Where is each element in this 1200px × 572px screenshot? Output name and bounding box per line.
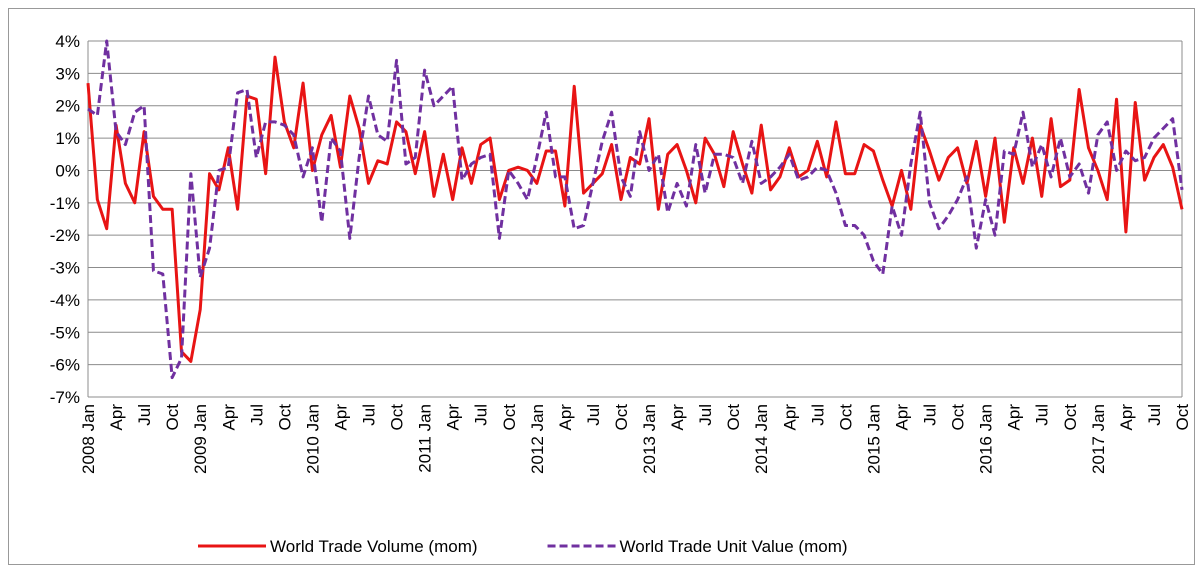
x-tick-label: Oct: [500, 404, 519, 431]
x-tick-label: 2014 Jan: [752, 404, 771, 474]
x-tick-label: Apr: [1117, 404, 1136, 431]
x-tick-label: Jul: [921, 404, 940, 426]
x-tick-label: Jul: [808, 404, 827, 426]
x-tick-label: Apr: [444, 404, 463, 431]
x-tick-label: Apr: [668, 404, 687, 431]
x-tick-label: 2010 Jan: [303, 404, 322, 474]
x-tick-label: 2009 Jan: [191, 404, 210, 474]
x-tick-label: 2012 Jan: [528, 404, 547, 474]
x-tick-label: Oct: [388, 404, 407, 431]
x-tick-label: Oct: [1061, 404, 1080, 431]
y-tick-label: -3%: [50, 259, 80, 278]
legend-label: World Trade Unit Value (mom): [620, 537, 848, 556]
y-tick-label: 2%: [55, 97, 80, 116]
x-tick-label: 2016 Jan: [977, 404, 996, 474]
x-tick-label: Oct: [1173, 404, 1192, 431]
x-tick-label: Jul: [135, 404, 154, 426]
x-tick-label: Oct: [163, 404, 182, 431]
x-tick-label: Oct: [836, 404, 855, 431]
y-tick-label: 0%: [55, 161, 80, 180]
x-tick-label: Apr: [556, 404, 575, 431]
legend-label: World Trade Volume (mom): [270, 537, 478, 556]
x-tick-label: Apr: [107, 404, 126, 431]
x-tick-label: Oct: [275, 404, 294, 431]
x-tick-label: Jul: [696, 404, 715, 426]
x-tick-label: Apr: [331, 404, 350, 431]
chart-frame: [8, 8, 1195, 565]
x-tick-label: Jul: [247, 404, 266, 426]
y-tick-label: -1%: [50, 194, 80, 213]
series-line: [87, 39, 1184, 380]
x-tick-label: Oct: [724, 404, 743, 431]
y-tick-label: -7%: [50, 388, 80, 407]
x-tick-label: Jul: [1145, 404, 1164, 426]
x-tick-label: 2011 Jan: [416, 404, 435, 473]
x-tick-label: Jul: [1033, 404, 1052, 426]
y-tick-label: -5%: [50, 323, 80, 342]
x-tick-label: Jul: [584, 404, 603, 426]
x-tick-label: Oct: [949, 404, 968, 431]
x-tick-label: Jul: [472, 404, 491, 426]
y-tick-label: 4%: [55, 32, 80, 51]
x-tick-label: 2015 Jan: [864, 404, 883, 474]
x-tick-label: Apr: [1005, 404, 1024, 431]
y-tick-label: 1%: [55, 129, 80, 148]
x-tick-label: Oct: [612, 404, 631, 431]
x-tick-label: 2013 Jan: [640, 404, 659, 474]
x-tick-label: Apr: [892, 404, 911, 431]
y-tick-label: 3%: [55, 64, 80, 83]
x-tick-label: Jul: [360, 404, 379, 426]
y-tick-label: -6%: [50, 356, 80, 375]
x-tick-label: 2017 Jan: [1089, 404, 1108, 474]
x-tick-label: 2008 Jan: [79, 404, 98, 474]
y-tick-label: -2%: [50, 226, 80, 245]
x-tick-label: Apr: [219, 404, 238, 431]
x-tick-label: Apr: [780, 404, 799, 431]
y-tick-label: -4%: [50, 291, 80, 310]
